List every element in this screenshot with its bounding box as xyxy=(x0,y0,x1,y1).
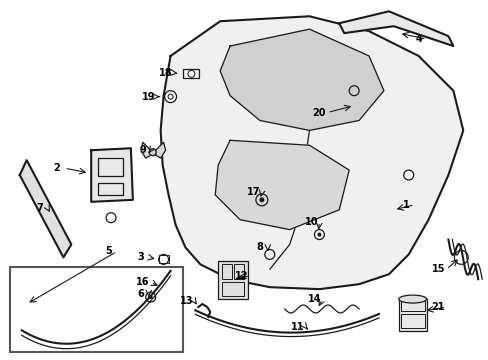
Polygon shape xyxy=(155,142,165,158)
Bar xyxy=(183,69,199,78)
Polygon shape xyxy=(91,148,133,202)
Text: 6: 6 xyxy=(137,289,144,299)
Text: 14: 14 xyxy=(307,294,321,304)
Text: 21: 21 xyxy=(431,302,445,312)
Text: 1: 1 xyxy=(403,200,409,210)
Text: 20: 20 xyxy=(312,108,325,117)
Text: 17: 17 xyxy=(246,187,260,197)
Circle shape xyxy=(317,233,321,237)
Bar xyxy=(98,158,122,176)
Polygon shape xyxy=(215,140,348,230)
Polygon shape xyxy=(220,29,383,130)
Text: 5: 5 xyxy=(105,247,112,256)
Text: 9: 9 xyxy=(139,145,146,155)
Text: 4: 4 xyxy=(414,34,421,44)
Bar xyxy=(400,314,424,328)
Text: 15: 15 xyxy=(431,264,445,274)
Polygon shape xyxy=(339,11,452,46)
Circle shape xyxy=(259,197,264,202)
Bar xyxy=(222,264,232,279)
Circle shape xyxy=(148,295,152,299)
Ellipse shape xyxy=(398,295,426,303)
Bar xyxy=(222,282,244,296)
Text: 2: 2 xyxy=(53,163,60,173)
Bar xyxy=(234,264,244,279)
Bar xyxy=(398,299,426,331)
Text: 3: 3 xyxy=(137,252,144,262)
Bar xyxy=(10,267,183,352)
Text: 12: 12 xyxy=(235,271,248,281)
Polygon shape xyxy=(161,16,462,289)
Circle shape xyxy=(149,149,156,156)
Text: 16: 16 xyxy=(136,277,149,287)
Text: 18: 18 xyxy=(159,68,172,78)
Bar xyxy=(158,255,168,264)
Text: 10: 10 xyxy=(304,217,318,227)
Bar xyxy=(98,183,122,195)
Text: 8: 8 xyxy=(256,243,263,252)
Polygon shape xyxy=(20,160,71,257)
Bar xyxy=(400,301,424,311)
Bar xyxy=(218,261,247,299)
Text: 11: 11 xyxy=(290,322,304,332)
Polygon shape xyxy=(141,142,150,158)
Text: 7: 7 xyxy=(36,203,43,213)
Text: 19: 19 xyxy=(142,92,155,102)
Text: 13: 13 xyxy=(179,296,193,306)
